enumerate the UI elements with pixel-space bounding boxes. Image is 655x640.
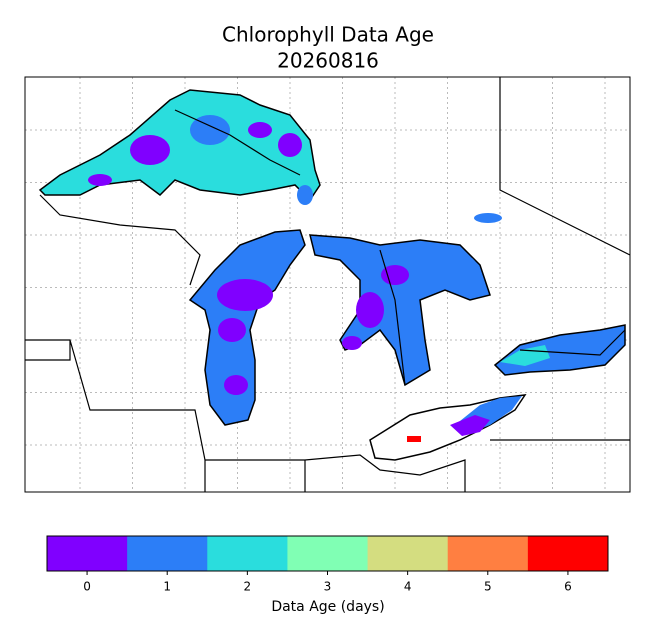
- colorbar-tick-label: 2: [244, 580, 252, 594]
- border: [25, 77, 631, 492]
- map-frame: [24, 76, 631, 493]
- colorbar-tick-label: 6: [564, 580, 572, 594]
- lake-boundary: [174, 109, 626, 386]
- colorbar-segment: [527, 536, 609, 571]
- date: 20260816: [277, 49, 379, 73]
- lake-erie-data: [450, 415, 490, 436]
- lake-erie-data: [407, 436, 421, 442]
- colorbar-segment: [127, 536, 208, 571]
- colorbar-segment: [47, 536, 128, 571]
- lake-michigan: [188, 229, 306, 426]
- colorbar-tick-label: 4: [404, 580, 412, 594]
- map: [24, 76, 631, 493]
- colorbar-tick-label: 3: [324, 580, 332, 594]
- colorbar-segment: [207, 536, 288, 571]
- lake-superior: [38, 89, 321, 202]
- title: Chlorophyll Data Age: [222, 23, 434, 47]
- colorbar-label: Data Age (days): [271, 599, 384, 615]
- map-background: [25, 77, 630, 492]
- colorbar-tick-label: 1: [163, 580, 171, 594]
- blue-patches: [190, 115, 502, 286]
- colorbar-tick-label: 0: [83, 580, 91, 594]
- colorbar-segment: [447, 536, 529, 571]
- purple-patches: [88, 122, 409, 395]
- colorbar-tick-label: 5: [484, 580, 492, 594]
- colorbar: 0 1 2 3 4 5 6: [46, 535, 609, 594]
- colorbar-segment: [287, 536, 369, 571]
- colorbar-segment: [367, 536, 449, 571]
- lake-ontario-data: [500, 345, 550, 366]
